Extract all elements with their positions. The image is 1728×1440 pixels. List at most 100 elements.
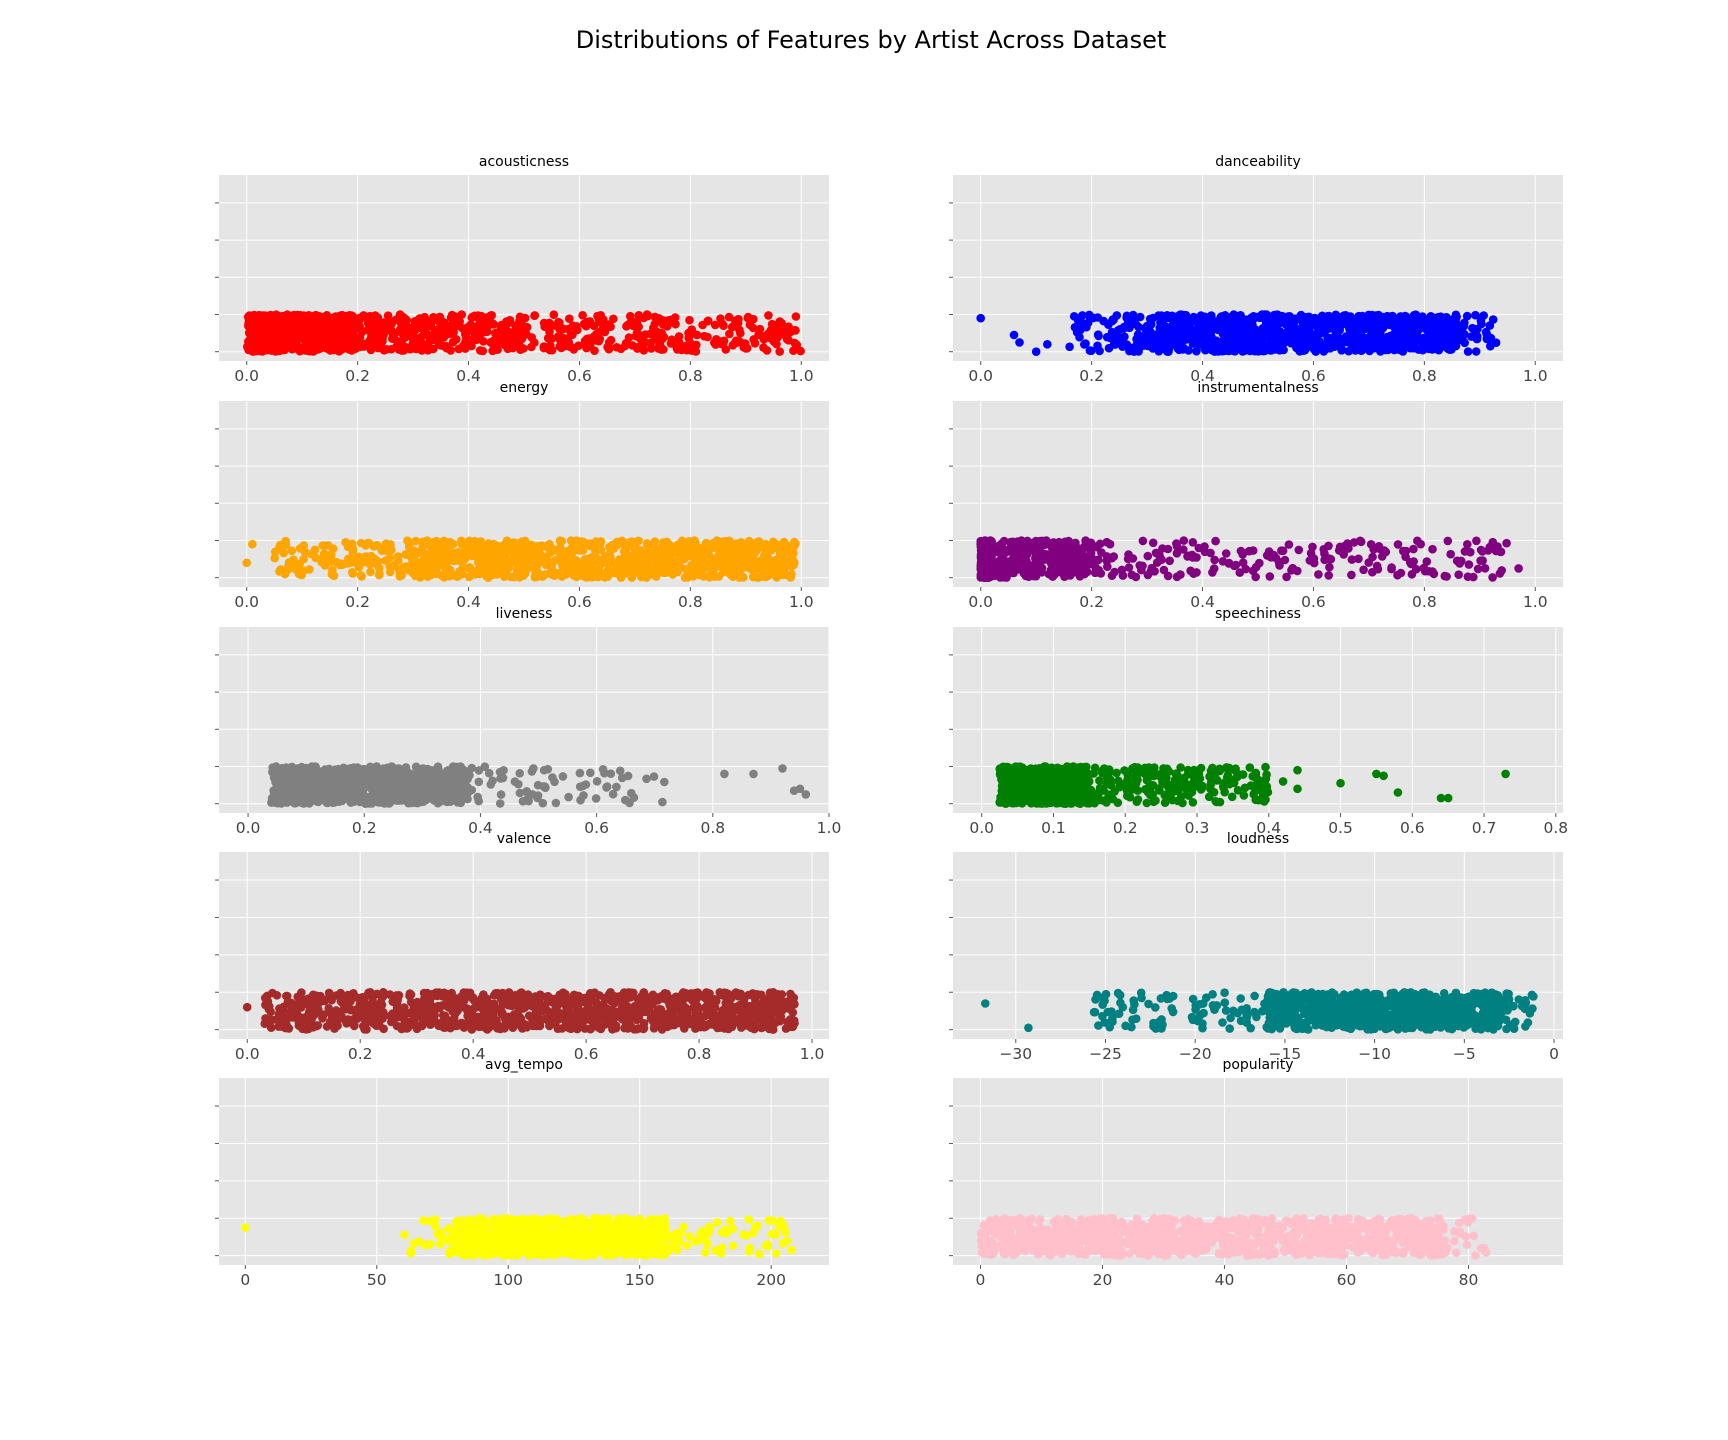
data-point xyxy=(1496,547,1505,557)
data-point xyxy=(509,538,518,547)
data-point xyxy=(691,347,701,356)
data-point xyxy=(1355,536,1365,546)
data-point xyxy=(768,327,777,337)
x-tick-label: 0.6 xyxy=(1301,593,1326,611)
data-point xyxy=(656,554,665,564)
data-point xyxy=(1158,544,1167,553)
data-point xyxy=(708,565,717,574)
data-point xyxy=(1241,564,1250,574)
x-tick-label: 0.0 xyxy=(968,593,993,611)
data-point xyxy=(1372,561,1382,571)
data-point xyxy=(602,558,612,568)
data-point xyxy=(1118,571,1128,580)
data-point xyxy=(408,339,417,349)
data-point xyxy=(1124,563,1134,572)
data-point xyxy=(1133,330,1143,339)
data-point xyxy=(1359,565,1368,575)
data-point xyxy=(1316,322,1325,332)
data-point xyxy=(1113,326,1123,335)
data-point xyxy=(452,320,462,329)
data-point xyxy=(1366,330,1376,340)
data-point xyxy=(691,542,701,552)
data-point xyxy=(981,545,991,554)
data-point xyxy=(338,316,348,326)
data-point xyxy=(572,572,581,582)
data-point xyxy=(545,549,555,558)
data-point xyxy=(621,552,630,562)
data-point xyxy=(1138,536,1148,546)
data-point xyxy=(1230,345,1240,355)
data-point xyxy=(555,536,565,545)
data-point xyxy=(1163,571,1173,581)
data-point xyxy=(1347,555,1357,564)
data-point xyxy=(1334,312,1343,322)
data-point xyxy=(242,558,251,568)
data-point xyxy=(1204,321,1213,331)
data-point xyxy=(366,567,375,577)
data-point xyxy=(1344,346,1353,356)
x-tick-label: 0.8 xyxy=(1412,593,1437,611)
data-point xyxy=(660,563,669,572)
data-point xyxy=(719,338,728,347)
data-point xyxy=(522,322,532,332)
data-point xyxy=(782,541,792,550)
data-point xyxy=(976,313,985,323)
data-point xyxy=(710,320,720,330)
x-tick-label: 1.0 xyxy=(1523,367,1548,385)
data-point xyxy=(1110,567,1119,577)
data-point xyxy=(1058,555,1068,564)
data-point xyxy=(479,337,488,346)
data-point xyxy=(1324,571,1333,580)
data-point xyxy=(393,552,403,561)
data-point xyxy=(1051,551,1061,560)
data-point xyxy=(524,547,534,556)
data-point xyxy=(419,325,429,335)
data-point xyxy=(651,335,661,344)
data-point xyxy=(401,550,410,559)
data-point xyxy=(1154,347,1164,356)
data-point xyxy=(681,564,691,574)
data-point xyxy=(475,346,485,355)
data-point xyxy=(1319,545,1328,554)
data-point xyxy=(756,331,766,340)
data-point xyxy=(1420,319,1430,329)
x-tick-label: 0.0 xyxy=(234,593,259,611)
data-point xyxy=(504,317,513,327)
data-point xyxy=(634,311,644,320)
data-point xyxy=(750,339,760,348)
data-point xyxy=(1214,325,1223,335)
data-point xyxy=(390,328,400,338)
data-point xyxy=(1485,321,1495,330)
data-point xyxy=(1417,335,1426,345)
data-point xyxy=(765,545,775,554)
data-point xyxy=(299,541,309,550)
data-point xyxy=(1284,540,1294,549)
data-point xyxy=(1086,346,1096,356)
data-point xyxy=(554,317,563,327)
data-point xyxy=(1301,336,1311,346)
data-point xyxy=(458,563,468,572)
data-point xyxy=(348,545,358,554)
data-point xyxy=(1278,337,1287,347)
data-point xyxy=(1309,330,1319,340)
data-point xyxy=(581,554,590,564)
data-point xyxy=(410,317,420,326)
data-point xyxy=(701,538,711,548)
data-point xyxy=(518,546,527,556)
data-point xyxy=(1275,561,1284,570)
data-point xyxy=(1294,545,1304,555)
data-point xyxy=(1304,316,1313,326)
data-point xyxy=(1385,333,1394,343)
data-point xyxy=(1422,557,1432,566)
data-point xyxy=(1125,346,1134,356)
data-point xyxy=(1346,336,1356,346)
data-point xyxy=(567,548,577,557)
data-point xyxy=(1473,564,1483,574)
data-point xyxy=(279,548,289,558)
data-point xyxy=(492,570,502,579)
data-point xyxy=(1410,315,1419,325)
data-point xyxy=(684,328,693,338)
data-point xyxy=(299,554,309,564)
data-point xyxy=(520,313,530,323)
